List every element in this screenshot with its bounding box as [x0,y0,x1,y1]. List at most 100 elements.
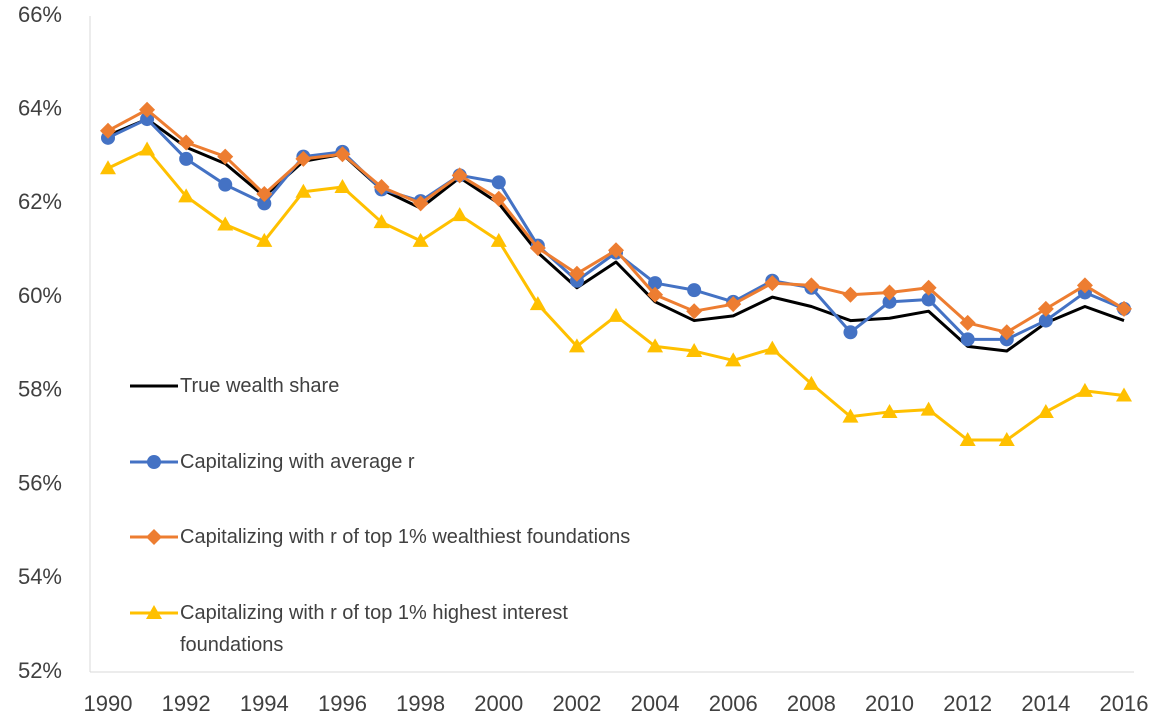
y-tick-label: 64% [18,96,62,121]
point [1076,277,1093,294]
point [490,232,507,247]
point [373,179,390,196]
legend-item: True wealth share [180,375,340,397]
x-tick-label: 2010 [865,691,914,716]
legend-item: Capitalizing with average r [180,451,415,473]
point [998,432,1015,447]
point [100,122,116,139]
point [1116,300,1132,317]
point [490,190,507,207]
point [882,294,897,309]
point [1037,403,1054,418]
point [256,232,273,247]
point [100,160,116,175]
point [529,296,546,311]
point [412,232,429,247]
legend-label: True wealth share [180,375,340,397]
point [179,151,194,166]
x-tick-label: 2014 [1021,691,1070,716]
point [1037,300,1054,317]
y-tick-label: 52% [18,658,62,683]
point [451,167,468,184]
point [568,338,585,353]
point [647,338,664,353]
x-tick-label: 1996 [318,691,367,716]
y-tick-label: 62% [18,189,62,214]
x-tick-label: 1994 [240,691,289,716]
y-tick-label: 66% [18,2,62,27]
legend-label: Capitalizing with average r [180,451,415,473]
point [178,188,195,203]
x-tick-label: 2006 [709,691,758,716]
point [140,112,155,127]
point [803,375,820,390]
legend-item: Capitalizing with r of top 1% highest in… [180,602,568,656]
legend-label: Capitalizing with r of top 1% wealthiest… [180,526,631,548]
point [139,141,156,156]
x-tick-label: 2000 [474,691,523,716]
point [842,286,859,303]
point [725,352,742,367]
point [412,195,429,212]
x-tick-label: 1990 [84,691,133,716]
x-tick-label: 2004 [631,691,680,716]
x-tick-label: 1998 [396,691,445,716]
y-tick-label: 54% [18,564,62,589]
point [295,150,312,167]
point [217,216,234,231]
point [686,303,703,320]
point [568,265,585,282]
point [334,146,351,163]
point [295,183,312,198]
x-tick-label: 2012 [943,691,992,716]
point [529,239,546,256]
y-tick-label: 60% [18,283,62,308]
point [217,148,234,165]
point [959,432,976,447]
point [959,314,976,331]
point [451,207,468,222]
legend-item: Capitalizing with r of top 1% wealthiest… [180,526,631,548]
point [178,134,195,151]
point [843,325,858,340]
point [1076,382,1093,397]
point [920,279,937,296]
series-line [107,117,1125,353]
point [334,179,351,194]
point [1038,313,1053,328]
point [687,283,702,298]
y-tick-label: 56% [18,470,62,495]
point [218,177,233,192]
x-tick-label: 1992 [162,691,211,716]
legend-label: Capitalizing with r of top 1% highest in… [180,602,568,656]
point [608,242,624,259]
x-tick-label: 2002 [552,691,601,716]
y-tick-label: 58% [18,377,62,402]
point [725,296,742,313]
point [921,292,936,307]
point [998,324,1015,341]
point [257,196,272,211]
point [881,403,898,418]
point [647,286,664,303]
point [842,408,859,423]
x-tick-label: 2016 [1100,691,1149,716]
legend-marker [146,529,162,545]
legend-marker [147,455,161,469]
point [608,307,624,322]
legend-marker [146,605,162,619]
point [1116,387,1132,402]
point [881,284,898,301]
point [803,277,820,294]
series-line [107,108,1125,334]
point [139,101,156,118]
point [960,332,975,347]
point [373,214,390,229]
point [491,175,506,190]
point [648,276,663,291]
point [764,275,781,292]
point [686,343,703,358]
point [256,186,273,203]
